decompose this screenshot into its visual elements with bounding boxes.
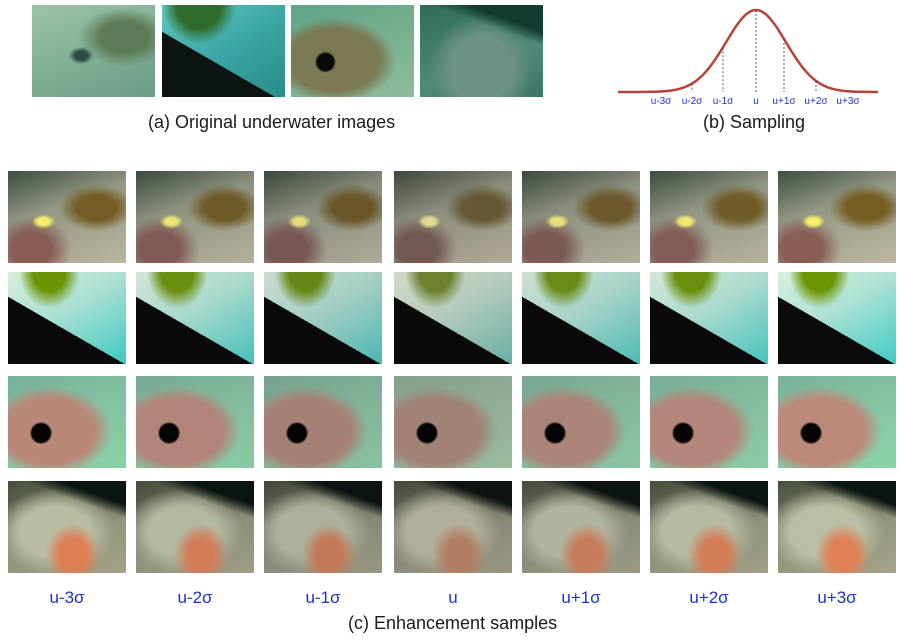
enhancement-sample-image	[264, 272, 382, 364]
enhancement-sample-image	[394, 272, 512, 364]
enhancement-sample-image	[8, 376, 126, 468]
enhancement-sample-image	[778, 376, 896, 468]
enhancement-sample-image	[136, 272, 254, 364]
enhancement-sample-image	[8, 481, 126, 573]
enhancement-sample-image	[522, 376, 640, 468]
enhancement-sample-image	[522, 481, 640, 573]
column-label: u+2σ	[689, 588, 729, 607]
sigma-label: u-2σ	[682, 96, 703, 107]
original-image-fish-sand	[420, 5, 543, 97]
column-label: u-3σ	[49, 588, 85, 607]
column-label: u-1σ	[305, 588, 341, 607]
enhancement-sample-image	[8, 272, 126, 364]
original-images-caption: (a) Original underwater images	[148, 112, 396, 132]
gaussian-curve	[618, 8, 878, 94]
column-label: u	[448, 588, 458, 607]
original-image-fish	[32, 5, 155, 97]
enhancement-caption: (c) Enhancement samples	[348, 613, 558, 633]
sigma-label: u+3σ	[836, 96, 860, 107]
enhancement-sample-image	[264, 171, 382, 263]
enhancement-sample-image	[136, 171, 254, 263]
enhancement-sample-image	[522, 171, 640, 263]
enhancement-sample-image	[778, 171, 896, 263]
enhancement-sample-image	[394, 376, 512, 468]
original-image-net	[162, 5, 285, 97]
enhancement-sample-image	[394, 481, 512, 573]
enhancement-sample-image	[650, 272, 768, 364]
enhancement-sample-image	[778, 272, 896, 364]
column-label: u+1σ	[561, 588, 601, 607]
original-image-urchin	[291, 5, 414, 97]
sigma-dashed-lines	[660, 10, 849, 92]
enhancement-sample-image	[8, 171, 126, 263]
enhancement-sample-image	[394, 171, 512, 263]
sigma-label: u+2σ	[804, 96, 828, 107]
sigma-label: u+1σ	[772, 96, 796, 107]
enhancement-sample-image	[264, 376, 382, 468]
sigma-label: u-1σ	[713, 96, 734, 107]
column-label: u+3σ	[817, 588, 857, 607]
enhancement-sample-image	[650, 376, 768, 468]
enhancement-sample-image	[650, 481, 768, 573]
sampling-curve-figure: u-3σ u-2σ u-1σ u u+1σ u+2σ u+3σ	[618, 8, 878, 107]
enhancement-sample-image	[136, 481, 254, 573]
enhancement-sample-image	[650, 171, 768, 263]
column-label: u-2σ	[177, 588, 213, 607]
enhancement-sample-image	[136, 376, 254, 468]
sigma-label: u	[753, 96, 759, 107]
sampling-caption: (b) Sampling	[703, 112, 806, 132]
enhancement-sample-image	[778, 481, 896, 573]
enhancement-sample-image	[264, 481, 382, 573]
enhancement-sample-image	[522, 272, 640, 364]
sigma-labels: u-3σ u-2σ u-1σ u u+1σ u+2σ u+3σ	[651, 96, 861, 107]
sigma-label: u-3σ	[651, 96, 672, 107]
